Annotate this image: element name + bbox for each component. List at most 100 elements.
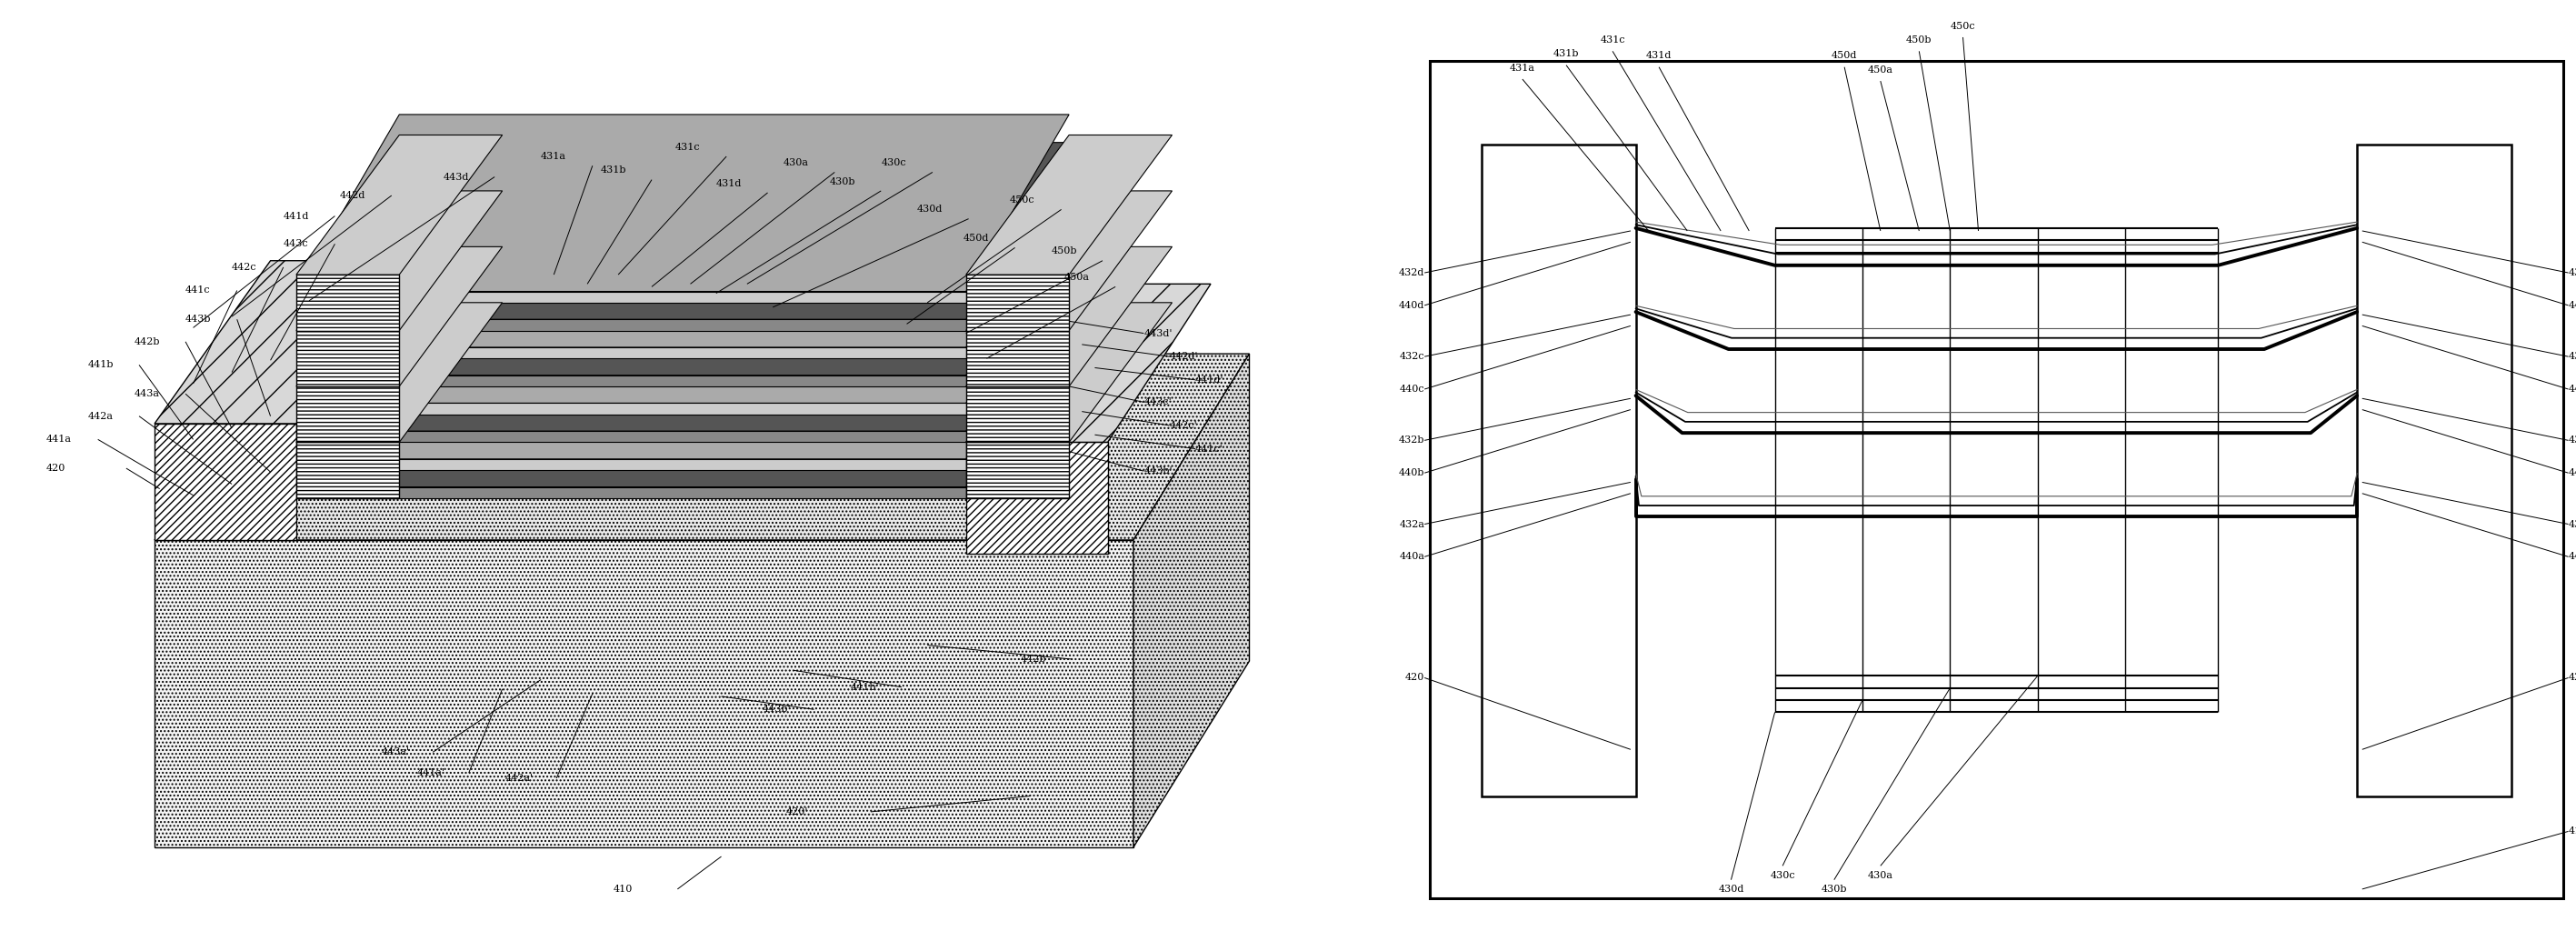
Polygon shape	[296, 442, 399, 498]
Text: 442d': 442d'	[1170, 352, 1198, 361]
Text: 441c': 441c'	[1195, 444, 1224, 453]
Text: 431c: 431c	[675, 142, 701, 152]
Text: 430d: 430d	[917, 205, 943, 214]
Text: 442d: 442d	[340, 191, 366, 200]
Polygon shape	[296, 191, 502, 331]
Polygon shape	[966, 442, 1108, 554]
Text: 431b: 431b	[1553, 49, 1579, 59]
Text: 440d': 440d'	[2568, 301, 2576, 310]
Polygon shape	[296, 254, 1069, 431]
Polygon shape	[296, 198, 1069, 375]
Text: 420: 420	[46, 464, 67, 473]
Text: 443d: 443d	[443, 172, 469, 182]
Text: 431d: 431d	[1646, 51, 1672, 61]
Polygon shape	[966, 191, 1172, 331]
Polygon shape	[155, 261, 399, 424]
Polygon shape	[155, 354, 1249, 540]
Polygon shape	[296, 403, 966, 414]
Polygon shape	[1133, 354, 1249, 847]
Polygon shape	[1481, 144, 1636, 796]
Text: 440b': 440b'	[2568, 468, 2576, 478]
Text: 450a: 450a	[1064, 273, 1090, 282]
Text: 442a: 442a	[88, 412, 113, 421]
Text: 442c: 442c	[232, 263, 258, 272]
Text: 443b': 443b'	[1144, 466, 1172, 476]
Polygon shape	[1430, 61, 2563, 898]
Polygon shape	[966, 284, 1211, 442]
Text: 410: 410	[613, 884, 634, 894]
Polygon shape	[296, 347, 966, 358]
Text: 420: 420	[1404, 673, 1425, 682]
Polygon shape	[966, 303, 1172, 442]
Text: 430a: 430a	[783, 158, 809, 168]
Text: 432c': 432c'	[2568, 352, 2576, 361]
Text: 450a: 450a	[1868, 65, 1893, 74]
Text: 432c: 432c	[1399, 352, 1425, 361]
Polygon shape	[296, 247, 502, 386]
Text: 441a': 441a'	[417, 768, 446, 777]
Text: 450b: 450b	[1906, 35, 1932, 45]
Text: 430c: 430c	[881, 158, 907, 168]
Text: 440c: 440c	[1399, 385, 1425, 394]
Text: 443c: 443c	[283, 239, 309, 249]
Text: 432d: 432d	[1399, 268, 1425, 277]
Polygon shape	[966, 275, 1069, 331]
Polygon shape	[296, 291, 966, 303]
Text: 442b': 442b'	[1020, 654, 1048, 664]
Polygon shape	[2357, 144, 2512, 796]
Polygon shape	[296, 135, 502, 275]
Polygon shape	[296, 459, 966, 470]
Text: 420': 420'	[786, 807, 809, 816]
Text: 430b: 430b	[1821, 884, 1847, 894]
Text: 431b: 431b	[600, 166, 626, 175]
Text: 420': 420'	[2568, 673, 2576, 682]
Polygon shape	[155, 540, 1133, 847]
Text: 443c': 443c'	[1144, 398, 1172, 407]
Polygon shape	[296, 386, 399, 442]
Text: 450d: 450d	[963, 234, 989, 243]
Text: 440a: 440a	[1399, 552, 1425, 561]
Text: 430b: 430b	[829, 177, 855, 186]
Text: 410: 410	[2568, 827, 2576, 836]
Text: 443a': 443a'	[381, 748, 410, 757]
Polygon shape	[296, 303, 502, 442]
Text: 440c': 440c'	[2568, 385, 2576, 394]
Text: 450c: 450c	[1010, 196, 1036, 205]
Text: 450c: 450c	[1950, 21, 1976, 31]
Text: 430d: 430d	[1718, 884, 1744, 894]
Polygon shape	[296, 375, 966, 386]
Polygon shape	[296, 115, 1069, 291]
Polygon shape	[296, 431, 966, 442]
Text: 430c: 430c	[1770, 870, 1795, 880]
Polygon shape	[966, 247, 1172, 386]
Polygon shape	[296, 226, 1069, 403]
Text: 432b': 432b'	[2568, 436, 2576, 445]
Text: 441d': 441d'	[1195, 375, 1224, 385]
Polygon shape	[296, 331, 399, 386]
Text: 432d': 432d'	[2568, 268, 2576, 277]
Text: 450b: 450b	[1051, 247, 1077, 256]
Polygon shape	[296, 282, 1069, 459]
Text: 432a: 432a	[1399, 519, 1425, 529]
Text: 431d: 431d	[716, 179, 742, 188]
Text: 432a': 432a'	[2568, 519, 2576, 529]
Polygon shape	[966, 135, 1172, 275]
Text: 441b: 441b	[88, 360, 113, 370]
Text: 443b: 443b	[185, 315, 211, 324]
Text: 442c': 442c'	[1170, 421, 1198, 430]
Polygon shape	[296, 310, 1069, 487]
Text: 442a': 442a'	[505, 774, 533, 783]
Text: 442b: 442b	[134, 337, 160, 346]
Polygon shape	[296, 170, 1069, 347]
Text: 440a': 440a'	[2568, 552, 2576, 561]
Polygon shape	[296, 142, 1069, 319]
Polygon shape	[155, 424, 296, 540]
Text: 440d: 440d	[1399, 301, 1425, 310]
Text: 441d: 441d	[283, 211, 309, 221]
Polygon shape	[296, 319, 966, 331]
Text: 430a: 430a	[1868, 870, 1893, 880]
Text: 440b: 440b	[1399, 468, 1425, 478]
Text: 432b: 432b	[1399, 436, 1425, 445]
Text: 450d: 450d	[1832, 51, 1857, 61]
Polygon shape	[966, 442, 1069, 498]
